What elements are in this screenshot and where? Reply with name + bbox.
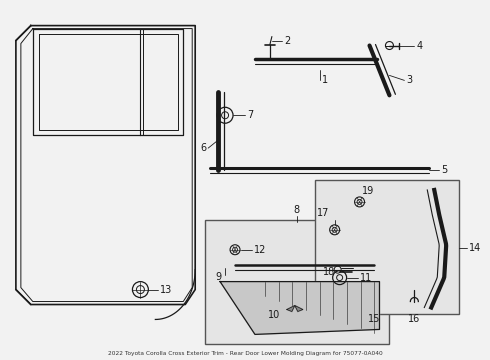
Text: 3: 3 xyxy=(406,75,413,85)
Text: 7: 7 xyxy=(247,110,253,120)
Text: 18: 18 xyxy=(323,267,335,276)
Text: 19: 19 xyxy=(362,186,374,196)
Text: 9: 9 xyxy=(215,272,221,282)
Text: 15: 15 xyxy=(368,315,381,324)
Text: 12: 12 xyxy=(254,245,267,255)
Polygon shape xyxy=(287,306,295,311)
Text: 1: 1 xyxy=(322,75,328,85)
Text: 11: 11 xyxy=(360,273,372,283)
Bar xyxy=(205,220,390,345)
Text: 17: 17 xyxy=(317,208,329,218)
Text: 16: 16 xyxy=(408,315,420,324)
Text: 10: 10 xyxy=(268,310,280,320)
Text: 5: 5 xyxy=(441,165,447,175)
Text: 13: 13 xyxy=(160,284,172,294)
Polygon shape xyxy=(295,306,303,311)
Polygon shape xyxy=(220,282,379,334)
Bar xyxy=(315,180,459,315)
Text: 4: 4 xyxy=(416,41,422,50)
Text: 8: 8 xyxy=(294,205,300,215)
Text: 14: 14 xyxy=(469,243,481,253)
Text: 6: 6 xyxy=(200,143,206,153)
Text: 2: 2 xyxy=(284,36,290,46)
Text: 2022 Toyota Corolla Cross Exterior Trim - Rear Door Lower Molding Diagram for 75: 2022 Toyota Corolla Cross Exterior Trim … xyxy=(108,351,382,356)
